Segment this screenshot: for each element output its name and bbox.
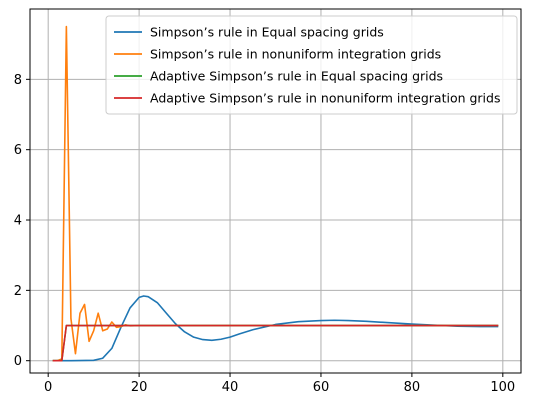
y-tick-label: 4 (14, 214, 22, 229)
y-tick-label: 2 (14, 284, 22, 299)
series-lines (52, 25, 499, 362)
legend-label: Adaptive Simpson’s rule in Equal spacing… (150, 69, 443, 84)
legend-label: Simpson’s rule in Equal spacing grids (150, 25, 384, 40)
series-line-1 (52, 295, 499, 362)
x-tick-label: 0 (44, 380, 52, 395)
legend-box (105, 15, 518, 115)
y-axis: 0 2 4 6 8 (14, 73, 30, 369)
legend: Simpson’s rule in Equal spacing grids Si… (105, 15, 518, 115)
legend-label: Adaptive Simpson’s rule in nonuniform in… (150, 91, 500, 106)
plot-frame (29, 8, 522, 374)
x-tick-label: 60 (313, 380, 330, 395)
y-tick-label: 8 (14, 73, 22, 88)
y-tick-label: 6 (14, 143, 22, 158)
x-tick-label: 20 (131, 380, 148, 395)
series-line-4 (52, 324, 499, 362)
legend-label: Simpson’s rule in nonuniform integration… (150, 47, 441, 62)
y-tick-label: 0 (14, 354, 22, 369)
x-tick-label: 40 (222, 380, 239, 395)
x-tick-label: 80 (404, 380, 421, 395)
x-axis: 0 20 40 60 80 100 (44, 373, 515, 395)
x-tick-label: 100 (490, 380, 515, 395)
